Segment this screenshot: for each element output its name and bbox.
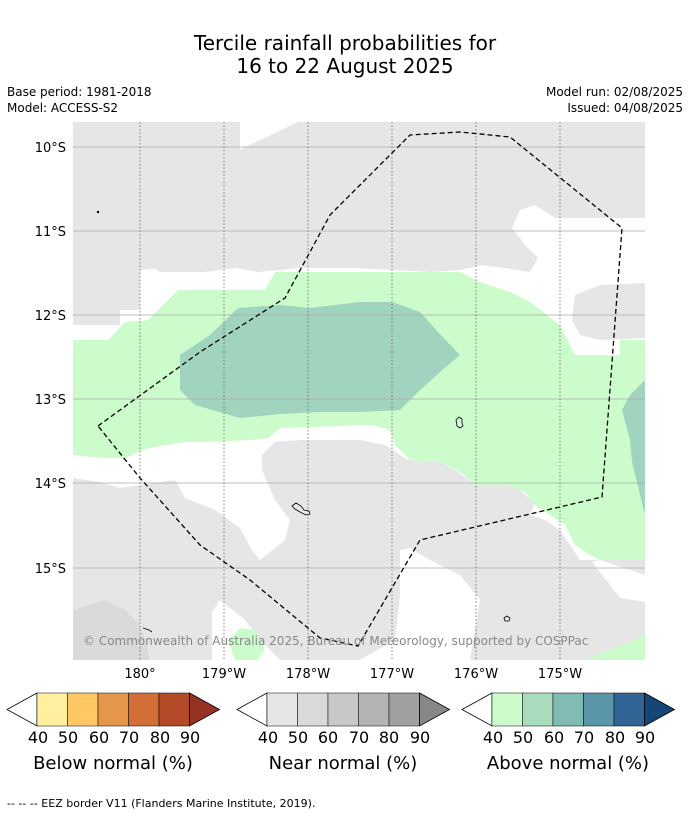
- near-colorbar-segment: [297, 692, 329, 727]
- near-colorbar-segment: [327, 692, 359, 727]
- above-tick-50: 50: [512, 728, 534, 747]
- near-normal-region-southwest: [73, 600, 150, 660]
- above-colorbar-segment: [583, 692, 615, 727]
- island-outlines: [96, 210, 511, 633]
- colorbar-above-normal: [461, 692, 676, 727]
- title-line-1: Tercile rainfall probabilities for: [193, 31, 497, 55]
- below-tick-40: 40: [27, 728, 49, 747]
- copyright-text: © Commonwealth of Australia 2025, Bureau…: [83, 634, 588, 648]
- lat-label-14s: 14°S: [35, 477, 66, 492]
- near-colorbar-segment: [388, 692, 420, 727]
- issued-text: Issued: 04/08/2025: [567, 101, 683, 115]
- title-line-2: 16 to 22 August 2025: [236, 54, 454, 78]
- near-tick-70: 70: [348, 728, 370, 747]
- lon-gridlines: [139, 122, 561, 660]
- below-tick-80: 80: [149, 728, 171, 747]
- below-tick-90: 90: [179, 728, 201, 747]
- below-tick-50: 50: [57, 728, 79, 747]
- base-period-text: Base period: 1981-2018: [7, 85, 152, 99]
- near-tick-40: 40: [257, 728, 279, 747]
- below-colorbar-segment: [97, 692, 129, 727]
- near-colorbar-segment: [358, 692, 390, 727]
- above-tick-90: 90: [634, 728, 656, 747]
- island-3: [503, 615, 511, 622]
- colorbar-near-normal: [236, 692, 451, 727]
- near-tick-90: 90: [409, 728, 431, 747]
- lat-label-15s: 15°S: [35, 562, 66, 577]
- lat-label-12s: 12°S: [35, 309, 66, 324]
- near-normal-region-east: [572, 283, 645, 340]
- above-normal-40-region-southeast: [585, 635, 645, 660]
- above-colorbar-segment: [491, 692, 523, 727]
- lat-gridlines: [73, 146, 645, 569]
- above-tick-60: 60: [543, 728, 565, 747]
- model-text: Model: ACCESS-S2: [7, 101, 119, 115]
- above-colorbar-max-arrow: [644, 692, 676, 727]
- above-colorbar-min-arrow: [461, 692, 493, 727]
- above-normal-40-region-south: [228, 628, 265, 660]
- near-normal-region-south: [73, 440, 645, 660]
- below-colorbar-min-arrow: [6, 692, 38, 727]
- near-normal-region-north-fill: [73, 122, 240, 325]
- below-colorbar-segment: [128, 692, 160, 727]
- above-colorbar-segment: [552, 692, 584, 727]
- eez-border: [97, 131, 623, 647]
- above-tick-40: 40: [482, 728, 504, 747]
- island-5: [96, 210, 100, 214]
- below-tick-70: 70: [118, 728, 140, 747]
- above-normal-50-region: [180, 302, 460, 418]
- near-colorbar-segment: [266, 692, 298, 727]
- lat-labels: 10°S 11°S 12°S 13°S 14°S 15°S: [35, 141, 66, 577]
- below-colorbar-segment: [158, 692, 190, 727]
- below-colorbar-segment: [36, 692, 68, 727]
- lon-label-177w: 177°W: [370, 667, 414, 682]
- island-2: [291, 502, 311, 516]
- lon-label-176w: 176°W: [454, 667, 498, 682]
- above-colorbar-segment: [613, 692, 645, 727]
- lon-label-179w: 179°W: [202, 667, 246, 682]
- island-4: [142, 627, 153, 633]
- eez-footer-note: -- -- -- EEZ border V11 (Flanders Marine…: [7, 797, 316, 810]
- lat-label-11s: 11°S: [35, 225, 66, 240]
- lat-label-13s: 13°S: [35, 393, 66, 408]
- lat-label-10s: 10°S: [35, 141, 66, 156]
- near-tick-60: 60: [317, 728, 339, 747]
- below-tick-60: 60: [88, 728, 110, 747]
- below-colorbar-segment: [67, 692, 99, 727]
- lon-label-180: 180°: [124, 667, 155, 682]
- island-1: [455, 416, 464, 429]
- lon-label-178w: 178°W: [286, 667, 330, 682]
- near-tick-80: 80: [378, 728, 400, 747]
- near-normal-label: Near normal (%): [268, 753, 418, 774]
- above-tick-80: 80: [604, 728, 626, 747]
- model-run-text: Model run: 02/08/2025: [545, 85, 683, 99]
- colorbar-below-normal: [6, 692, 221, 727]
- lon-label-175w: 175°W: [538, 667, 582, 682]
- above-tick-70: 70: [573, 728, 595, 747]
- below-normal-label: Below normal (%): [33, 753, 193, 774]
- above-normal-50-region-east: [622, 380, 645, 515]
- near-colorbar-min-arrow: [236, 692, 268, 727]
- near-colorbar-max-arrow: [419, 692, 451, 727]
- near-tick-50: 50: [287, 728, 309, 747]
- lon-labels: 180° 179°W 178°W 177°W 176°W 175°W: [124, 667, 582, 682]
- above-normal-label: Above normal (%): [486, 753, 650, 774]
- below-colorbar-max-arrow: [189, 692, 221, 727]
- above-colorbar-segment: [522, 692, 554, 727]
